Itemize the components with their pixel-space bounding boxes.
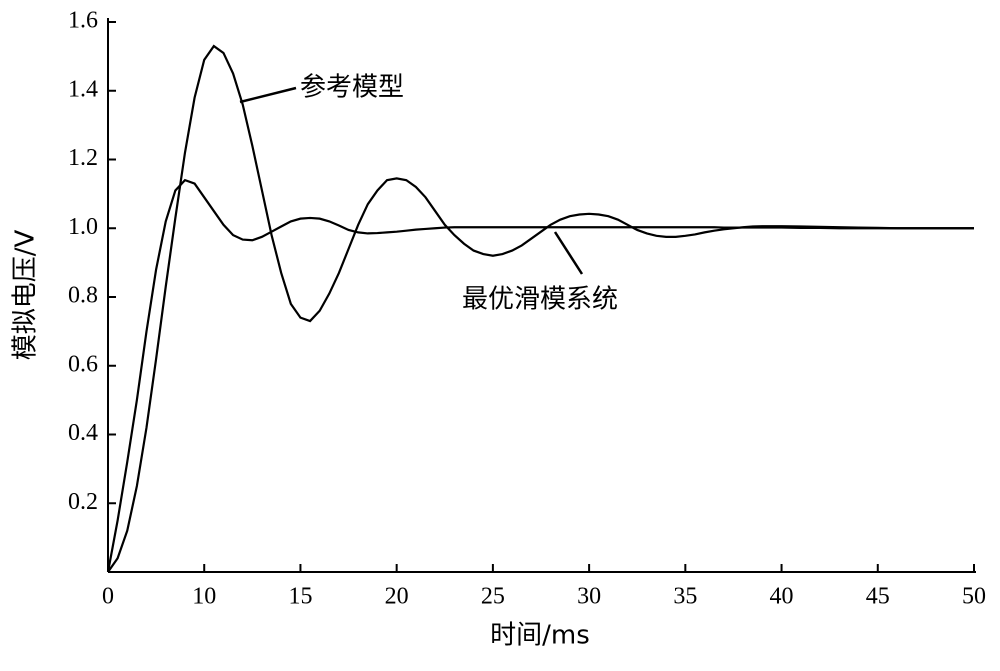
x-tick-label: 30 [577,584,601,610]
y-tick-label: 0.8 [68,283,98,309]
x-tick-label: 15 [288,584,312,610]
annotation-leader [553,231,584,275]
x-axis-label: 时间/ms [490,621,590,651]
x-tick-label: 35 [673,584,697,610]
annotation: 最优滑模系统 [462,285,618,315]
x-tick-label: 10 [192,584,216,610]
line-series [106,178,974,573]
y-axis-label: 模拟电压/V [11,230,41,361]
x-tick-label: 40 [770,584,794,610]
x-tick-label: 45 [866,584,890,610]
y-tick-label: 1.2 [68,145,98,171]
y-tick-label: 0.4 [68,420,98,446]
y-tick-label: 1.0 [68,214,98,240]
annotation: 参考模型 [300,73,404,103]
x-tick-label: 25 [481,584,505,610]
x-tick-label: 50 [962,584,986,610]
x-tick-label: 0 [102,584,114,610]
y-tick-label: 1.6 [68,8,98,34]
y-tick-label: 1.4 [68,76,98,102]
annotation-leader [239,86,297,104]
x-tick-label: 20 [385,584,409,610]
y-tick-label: 0.2 [68,489,98,515]
y-tick-label: 0.6 [68,351,98,377]
